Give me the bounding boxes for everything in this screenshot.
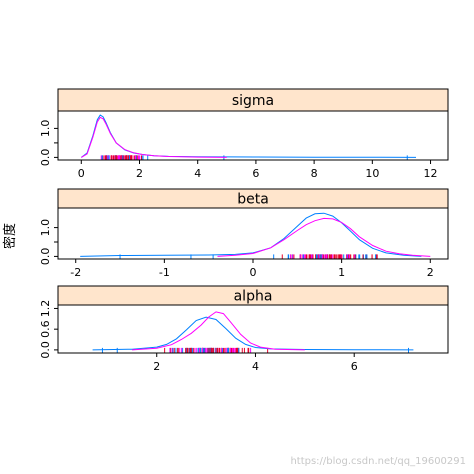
y-tick-label: 1.0 (39, 219, 52, 237)
panel-alpha: alpha 0.0 0.6 1.2 2 4 6 (39, 285, 449, 373)
y-axis-label: 密度 (2, 223, 18, 249)
strip-title-beta: beta (237, 192, 269, 208)
panel-beta: beta 0.0 1.0 -2 -1 0 1 2 (39, 188, 449, 279)
x-tick-label: 2 (153, 360, 160, 373)
x-tick-label: 6 (252, 167, 259, 180)
x-tick-label: -1 (159, 266, 170, 279)
density-line-sigma-2 (81, 116, 227, 158)
strip-title-alpha: alpha (234, 289, 273, 305)
x-tick-label: 10 (365, 167, 379, 180)
y-tick-label: 1.0 (39, 120, 52, 138)
density-line-sigma-1 (80, 114, 417, 158)
x-tick-label: 12 (424, 167, 438, 180)
x-tick-label: 0 (250, 266, 257, 279)
rug-sigma (100, 155, 408, 160)
x-tick-label: 0 (78, 167, 85, 180)
panel-frame-alpha (57, 304, 449, 354)
y-tick-label: 0.6 (39, 320, 52, 338)
x-tick-label: -2 (70, 266, 81, 279)
y-tick-label: 0.0 (39, 341, 52, 359)
y-tick-label: 0.0 (39, 149, 52, 167)
panel-frame-beta (57, 207, 449, 260)
x-tick-label: 6 (351, 360, 358, 373)
x-tick-label: 4 (252, 360, 259, 373)
x-tick-label: 8 (311, 167, 318, 180)
panel-sigma: sigma 0.0 1.0 0 2 4 6 8 10 12 (39, 88, 449, 180)
strip-title-sigma: sigma (232, 93, 274, 109)
y-tick-label: 0.0 (39, 248, 52, 266)
panel-frame-sigma (57, 110, 449, 161)
density-line-alpha-1 (92, 316, 414, 351)
density-line-beta-2 (217, 217, 431, 257)
x-tick-label: 2 (427, 266, 434, 279)
density-line-alpha-2 (132, 311, 305, 351)
x-tick-label: 1 (338, 266, 345, 279)
density-line-beta-1 (80, 212, 422, 257)
x-tick-label: 2 (136, 167, 143, 180)
x-tick-label: 4 (194, 167, 201, 180)
y-tick-label: 1.2 (39, 300, 52, 318)
watermark: https://blog.csdn.net/qq_19600291 (290, 456, 466, 467)
rug-beta (119, 254, 378, 259)
